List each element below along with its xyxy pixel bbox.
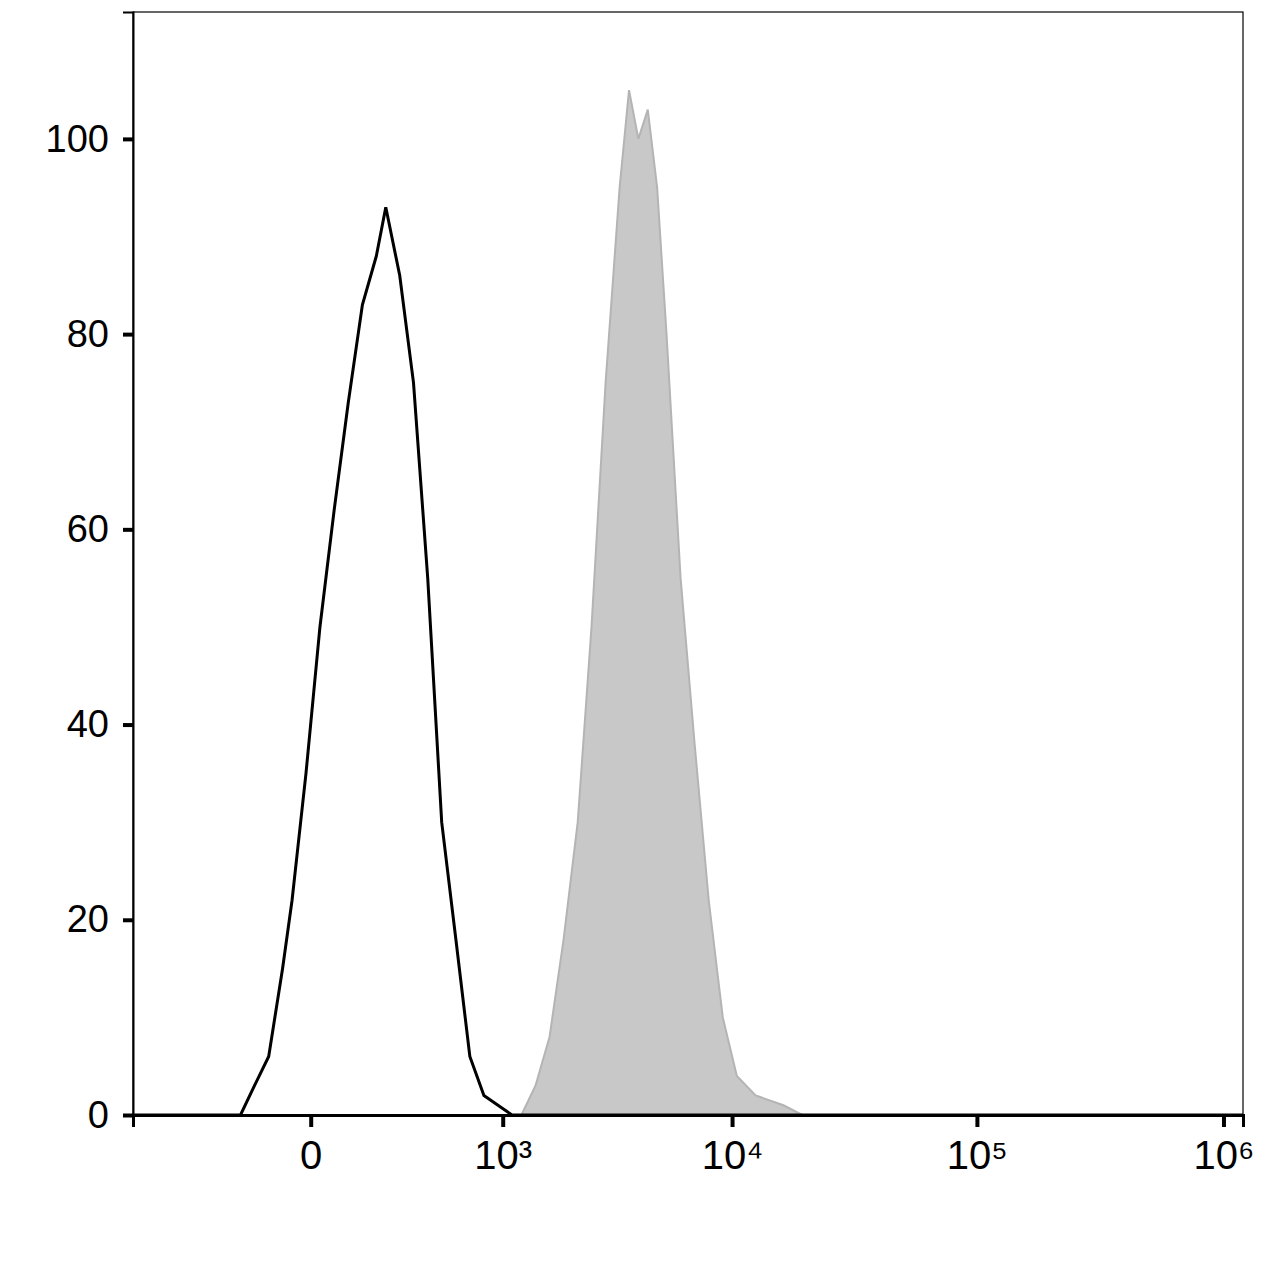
x-tick-label: 0 bbox=[300, 1133, 322, 1177]
x-tick-label: 10⁵ bbox=[947, 1133, 1008, 1177]
y-tick: 60 bbox=[67, 508, 133, 550]
marks bbox=[133, 90, 1243, 1115]
x-tick: 10⁵ bbox=[947, 1115, 1008, 1177]
plot-frame bbox=[133, 12, 1243, 1115]
y-tick-mark bbox=[123, 333, 133, 337]
chart: 0 10³ 10⁴ 10⁵ 10⁶ 0 20 40 60 80 100 bbox=[0, 0, 1267, 1280]
y-tick: 0 bbox=[88, 1094, 133, 1136]
y-tick-label: 40 bbox=[67, 703, 109, 745]
x-tick: 10⁶ bbox=[1193, 1115, 1254, 1177]
x-tick-label: 10⁶ bbox=[1193, 1133, 1254, 1177]
x-tick-mark bbox=[1222, 1115, 1226, 1127]
y-tick: 80 bbox=[67, 313, 133, 355]
y-tick: 100 bbox=[46, 118, 133, 160]
y-tick: 20 bbox=[67, 898, 133, 940]
y-axis: 0 20 40 60 80 100 bbox=[46, 13, 134, 1136]
x-tick: 0 bbox=[300, 1115, 322, 1177]
y-tick-mark bbox=[123, 1114, 133, 1118]
y-tick-label: 0 bbox=[88, 1094, 109, 1136]
y-tick-mark bbox=[123, 137, 133, 141]
x-tick-mark bbox=[975, 1115, 979, 1127]
area bbox=[133, 90, 1243, 1115]
y-tick-label: 60 bbox=[67, 508, 109, 550]
x-tick-mark bbox=[501, 1115, 505, 1127]
x-axis-line bbox=[134, 1116, 1244, 1128]
y-tick: 40 bbox=[67, 703, 133, 745]
x-tick: 10⁴ bbox=[702, 1115, 764, 1177]
y-tick-label: 80 bbox=[67, 313, 109, 355]
x-tick-mark bbox=[731, 1115, 735, 1127]
x-axis: 0 10³ 10⁴ 10⁵ 10⁶ bbox=[134, 1115, 1255, 1177]
y-tick-label: 20 bbox=[67, 898, 109, 940]
y-axis-line bbox=[123, 13, 134, 1116]
x-tick-mark bbox=[309, 1115, 313, 1127]
x-tick-label: 10³ bbox=[474, 1133, 532, 1177]
plot: 0 10³ 10⁴ 10⁵ 10⁶ 0 20 40 60 80 100 bbox=[46, 12, 1255, 1177]
y-tick-mark bbox=[123, 723, 133, 727]
y-tick-mark bbox=[123, 528, 133, 532]
line bbox=[133, 207, 1243, 1115]
y-tick-mark bbox=[123, 918, 133, 922]
y-tick-label: 100 bbox=[46, 118, 109, 160]
x-tick: 10³ bbox=[474, 1115, 532, 1177]
x-tick-label: 10⁴ bbox=[702, 1133, 764, 1177]
